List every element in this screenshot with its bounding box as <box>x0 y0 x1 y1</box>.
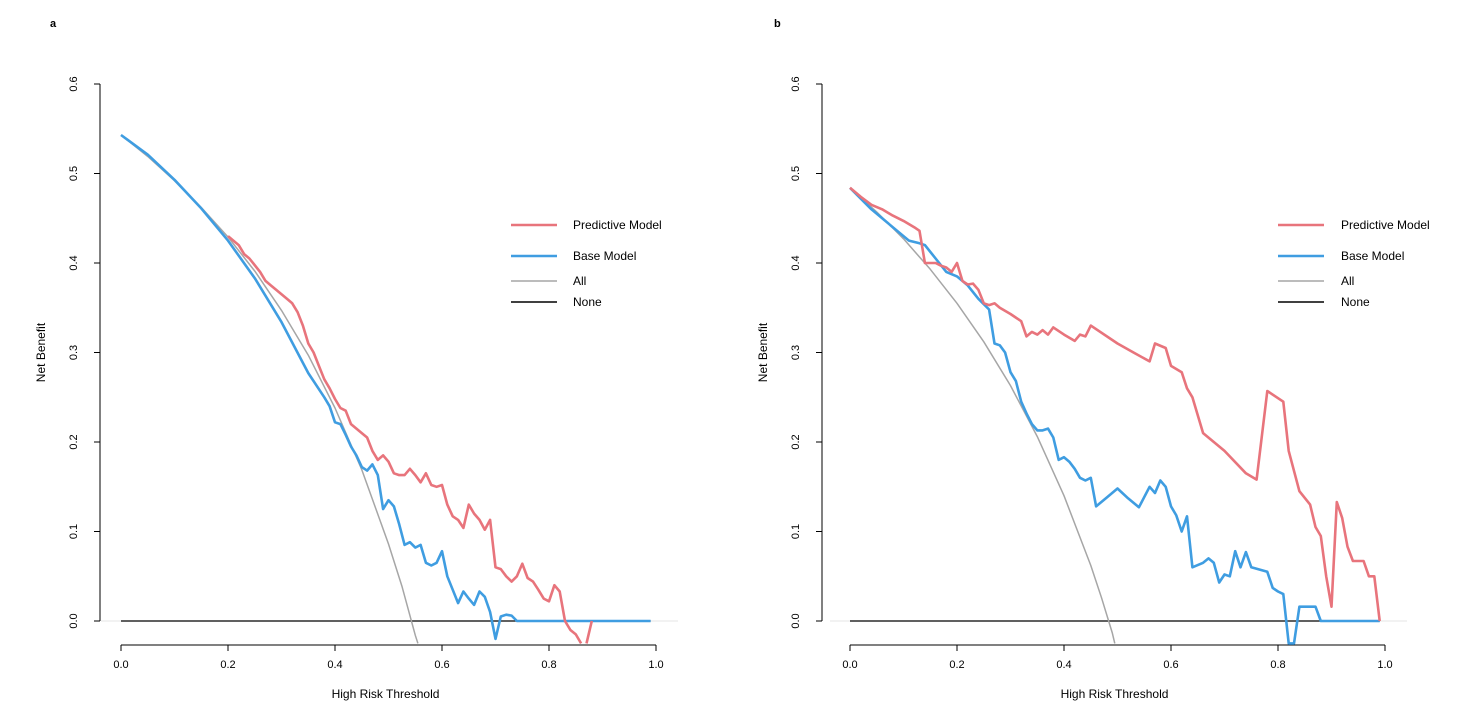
y-axis-title-a: Net Benefit <box>34 322 48 382</box>
y-tick-label-b-0: 0.0 <box>790 613 802 628</box>
legend-item-predictive-model-a: Predictive Model <box>511 218 662 232</box>
x-tick-label-a-3: 0.6 <box>434 659 449 671</box>
plot-area-a: 0.0 0.2 0.4 0.6 0.8 1.0 0.0 0.1 0.2 0.3 0.4 0.5 0.6 <box>68 76 678 671</box>
y-tick-label-a-6: 0.6 <box>68 76 80 91</box>
x-tick-label-a-0: 0.0 <box>113 659 128 671</box>
x-tick-label-a-2: 0.4 <box>327 659 342 671</box>
y-tick-label-a-2: 0.2 <box>68 434 80 449</box>
legend-label-none-a: None <box>573 295 602 309</box>
x-tick-label-a-4: 0.8 <box>541 659 556 671</box>
x-tick-label-b-5: 1.0 <box>1377 659 1392 671</box>
y-tick-label-a-0: 0.0 <box>68 613 80 628</box>
x-tick-label-b-0: 0.0 <box>842 659 857 671</box>
series-line-all-b-2 <box>849 187 1116 644</box>
series-line-predictive-model-a-0 <box>227 235 583 645</box>
legend-label-base-model-b: Base Model <box>1341 249 1404 263</box>
panel-b-label: b <box>774 18 781 30</box>
y-tick-label-b-4: 0.4 <box>790 255 802 270</box>
legend-item-all-a: All <box>511 274 586 288</box>
series-line-predictive-model-b-0 <box>849 186 1381 622</box>
y-axis-a: 0.0 0.1 0.2 0.3 0.4 0.5 0.6 <box>68 76 101 629</box>
panel-a: a 0.0 0.2 0.4 0.6 0.8 1.00.00.10.20.30.40.50.… <box>34 18 678 701</box>
series-line-base-model-a-2 <box>120 133 651 641</box>
y-tick-label-a-3: 0.3 <box>68 345 80 360</box>
legend-item-base-model-b: Base Model <box>1278 249 1404 263</box>
x-tick-label-a-1: 0.2 <box>220 659 235 671</box>
legend-item-none-a: None <box>511 295 602 309</box>
legend-label-predictive-model-a: Predictive Model <box>573 218 662 232</box>
x-axis-b: 0.0 0.2 0.4 0.6 0.8 1.0 <box>842 644 1393 671</box>
x-tick-label-a-5: 1.0 <box>648 659 663 671</box>
x-tick-label-b-2: 0.4 <box>1056 659 1071 671</box>
series-group-b <box>849 186 1381 645</box>
legend-b: Predictive Model Base Model All None <box>1278 218 1430 309</box>
x-tick-label-b-1: 0.2 <box>949 659 964 671</box>
y-tick-label-a-5: 0.5 <box>68 166 80 181</box>
y-tick-label-b-5: 0.5 <box>790 166 802 181</box>
legend-label-none-b: None <box>1341 295 1370 309</box>
panel-a-label: a <box>50 18 57 30</box>
x-axis-title-a: High Risk Threshold <box>332 687 440 701</box>
legend-label-all-b: All <box>1341 274 1354 288</box>
y-axis-b: 0.0 0.1 0.2 0.3 0.4 0.5 0.6 <box>790 76 823 629</box>
legend-item-none-b: None <box>1278 295 1370 309</box>
y-tick-label-b-1: 0.1 <box>790 524 802 539</box>
legend-label-base-model-a: Base Model <box>573 249 636 263</box>
panel-b: b 0.0 0.2 0.4 0.6 0.8 1.00.00.10.20.30.40.50.… <box>756 18 1430 701</box>
y-tick-label-a-4: 0.4 <box>68 255 80 270</box>
x-axis-title-b: High Risk Threshold <box>1061 687 1169 701</box>
legend-item-all-b: All <box>1278 274 1354 288</box>
y-axis-title-b: Net Benefit <box>756 322 770 382</box>
legend-label-all-a: All <box>573 274 586 288</box>
legend-item-predictive-model-b: Predictive Model <box>1278 218 1430 232</box>
y-tick-label-b-2: 0.2 <box>790 434 802 449</box>
y-tick-label-b-3: 0.3 <box>790 345 802 360</box>
plot-area-b: 0.0 0.2 0.4 0.6 0.8 1.0 0.0 0.1 0.2 0.3 0.4 0.5 0.6 <box>790 76 1407 671</box>
legend-a: Predictive Model Base Model All None <box>511 218 662 309</box>
series-line-base-model-b-1 <box>849 186 1380 645</box>
series-group-a <box>120 133 651 645</box>
legend-label-predictive-model-b: Predictive Model <box>1341 218 1430 232</box>
legend-item-base-model-a: Base Model <box>511 249 636 263</box>
x-tick-label-b-4: 0.8 <box>1270 659 1285 671</box>
y-tick-label-a-1: 0.1 <box>68 524 80 539</box>
series-line-predictive-model-a-1 <box>585 620 594 644</box>
series-line-all-a-3 <box>120 134 419 644</box>
y-tick-label-b-6: 0.6 <box>790 76 802 91</box>
x-tick-label-b-3: 0.6 <box>1163 659 1178 671</box>
x-axis-a: 0.0 0.2 0.4 0.6 0.8 1.0 <box>113 644 664 671</box>
